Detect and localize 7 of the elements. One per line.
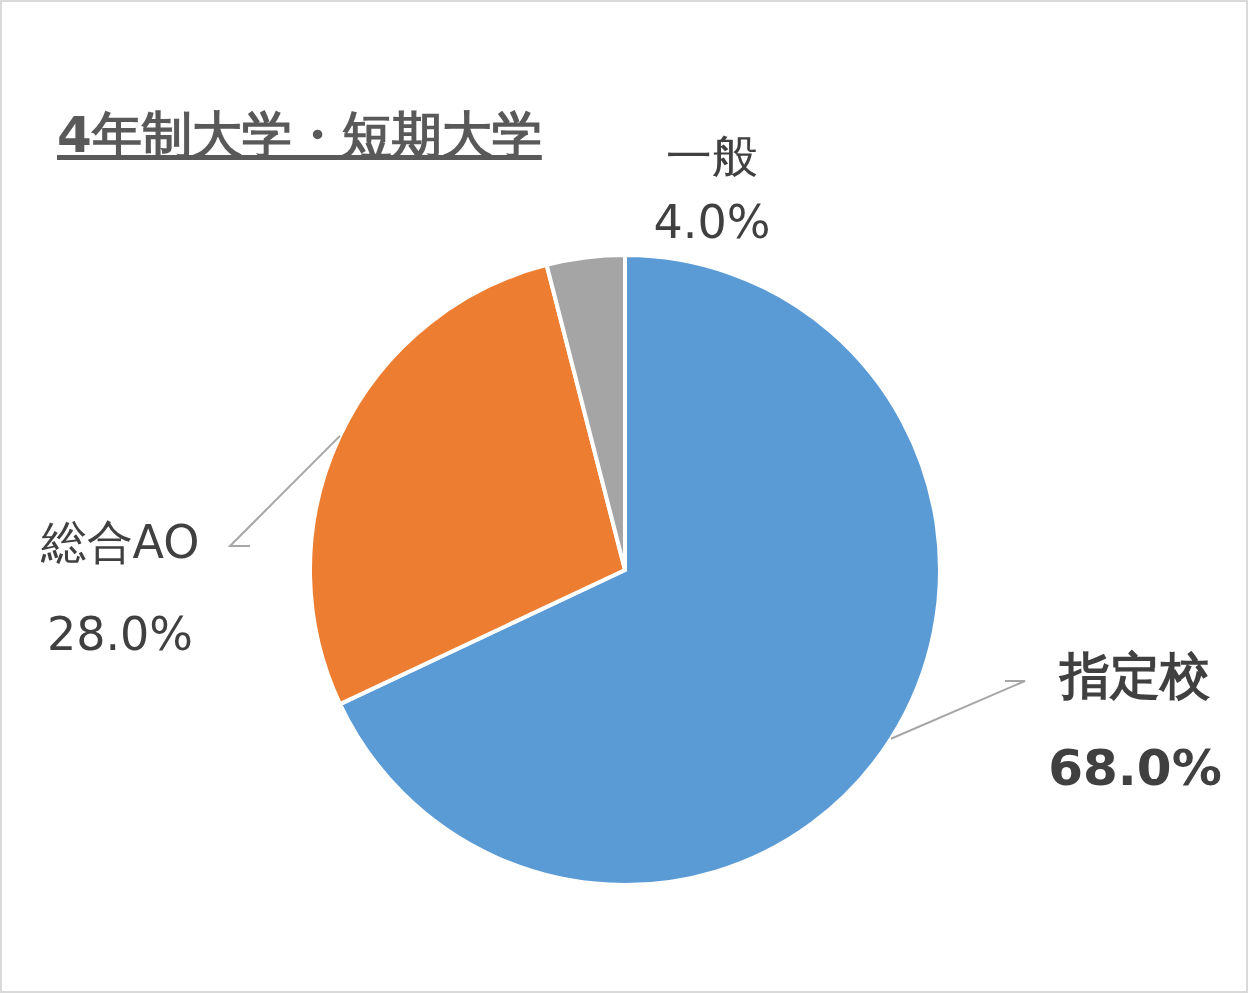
slice-label: 指定校 <box>1058 647 1211 705</box>
slice-label: 一般 <box>666 129 758 183</box>
data-label: 68.0% <box>1048 739 1222 797</box>
data-label: 28.0% <box>46 607 194 661</box>
data-label: 4.0% <box>653 195 771 249</box>
chart-title: 4年制大学・短期大学 <box>57 106 542 164</box>
slice-label: 総合AO <box>39 515 200 569</box>
